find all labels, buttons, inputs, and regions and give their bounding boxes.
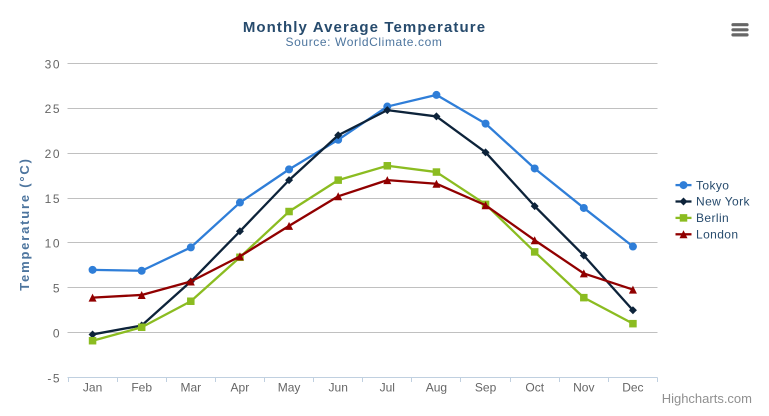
- svg-text:25: 25: [45, 102, 61, 116]
- svg-text:Jan: Jan: [83, 381, 102, 395]
- svg-text:Jun: Jun: [329, 381, 348, 395]
- svg-text:Oct: Oct: [525, 381, 544, 395]
- svg-text:Highcharts.com: Highcharts.com: [662, 391, 752, 406]
- svg-text:London: London: [696, 228, 738, 242]
- svg-text:Tokyo: Tokyo: [696, 178, 729, 192]
- svg-text:Aug: Aug: [426, 381, 447, 395]
- svg-text:New York: New York: [696, 195, 750, 209]
- svg-text:Jul: Jul: [380, 381, 395, 395]
- svg-text:Temperature (°C): Temperature (°C): [17, 157, 32, 290]
- svg-text:10: 10: [45, 237, 61, 251]
- svg-text:Mar: Mar: [180, 381, 201, 395]
- svg-text:-5: -5: [47, 371, 61, 385]
- svg-text:Nov: Nov: [573, 381, 594, 395]
- svg-text:Dec: Dec: [622, 381, 643, 395]
- svg-text:Apr: Apr: [231, 381, 250, 395]
- svg-text:May: May: [278, 381, 301, 395]
- svg-text:20: 20: [45, 147, 61, 161]
- svg-text:15: 15: [45, 192, 61, 206]
- svg-text:Berlin: Berlin: [696, 211, 729, 225]
- svg-text:Feb: Feb: [131, 381, 152, 395]
- svg-text:Source: WorldClimate.com: Source: WorldClimate.com: [286, 35, 443, 49]
- svg-text:0: 0: [53, 326, 61, 340]
- svg-text:30: 30: [45, 57, 61, 71]
- svg-text:Monthly Average Temperature: Monthly Average Temperature: [243, 19, 486, 36]
- svg-text:Sep: Sep: [475, 381, 497, 395]
- svg-text:5: 5: [53, 282, 61, 296]
